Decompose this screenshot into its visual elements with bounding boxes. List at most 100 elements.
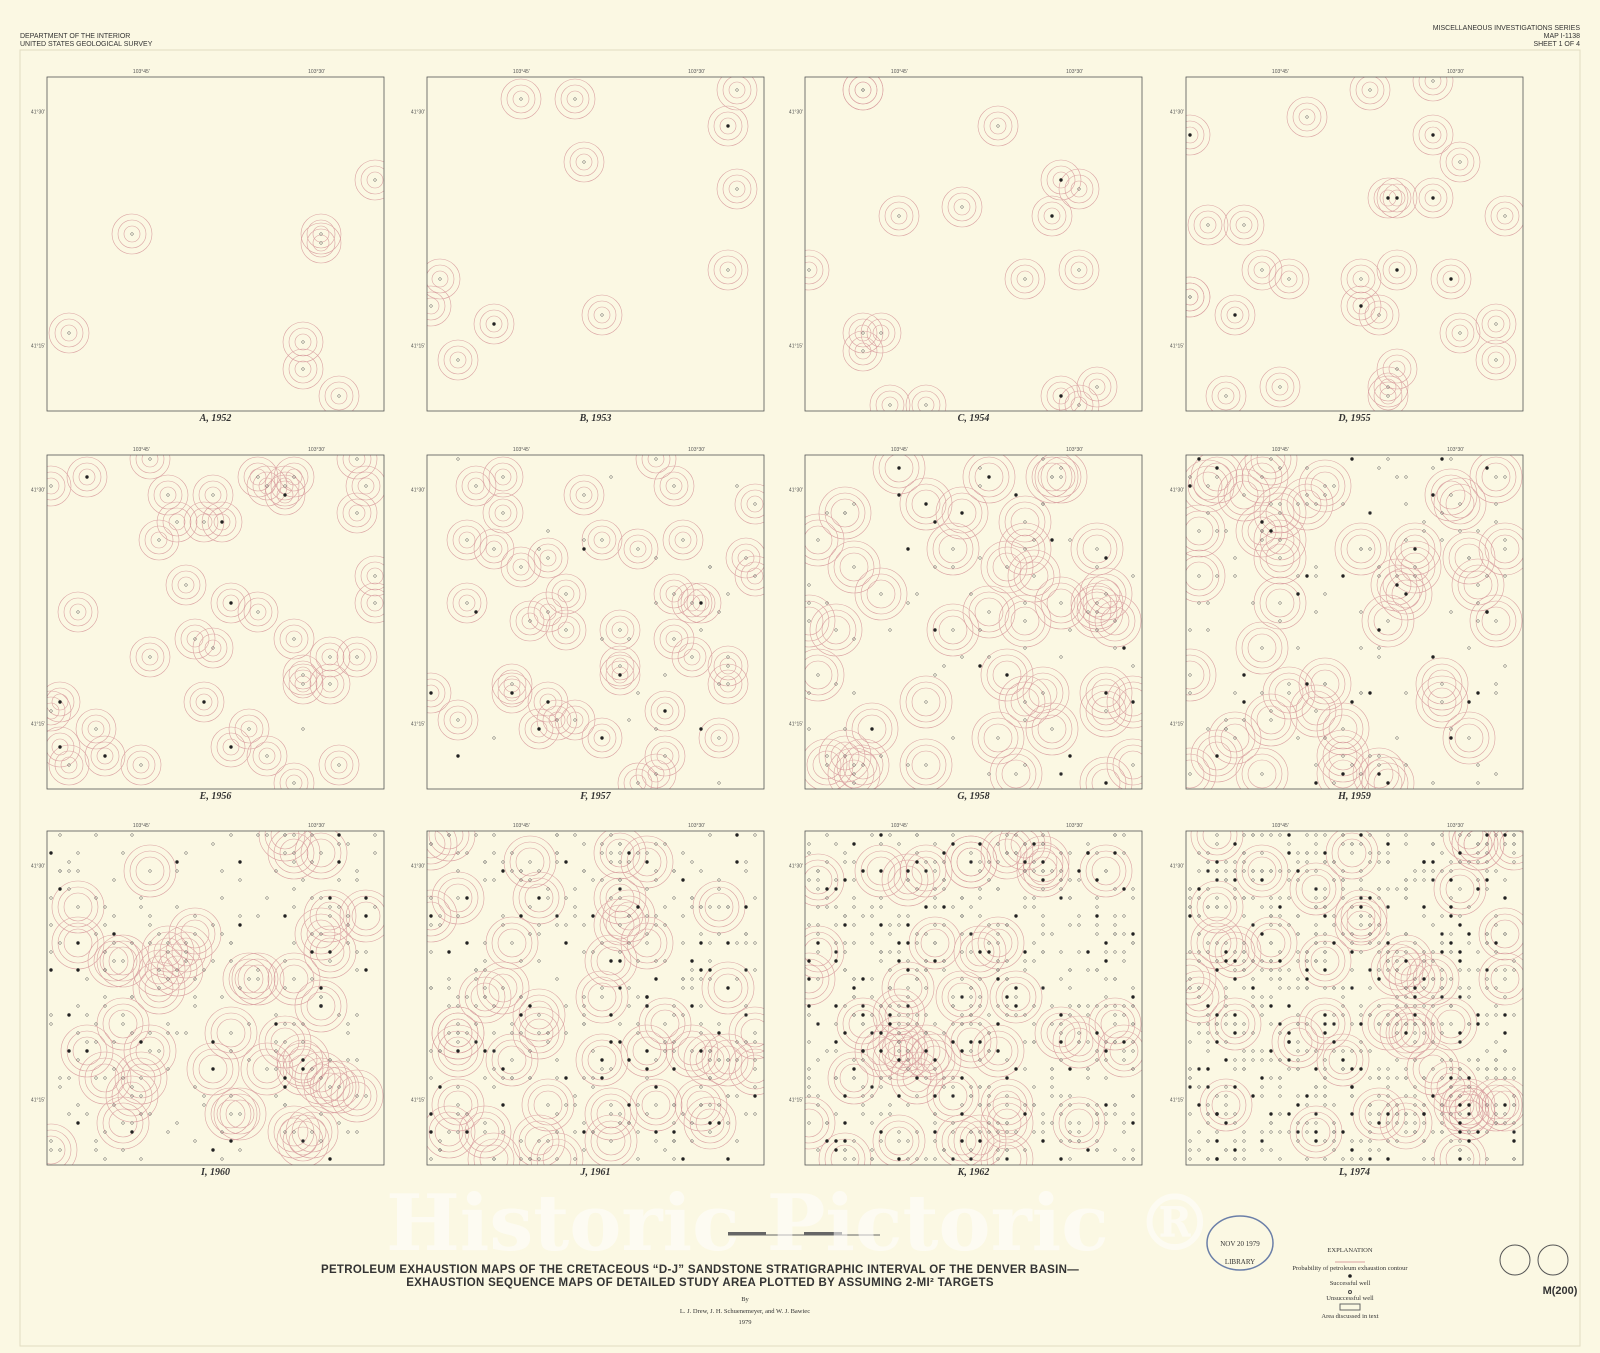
exhaustion-contour <box>965 1126 995 1156</box>
successful-well <box>951 1040 955 1044</box>
unsuccessful-well <box>1485 977 1489 981</box>
unsuccessful-well <box>1332 914 1336 918</box>
unsuccessful-well <box>987 1013 991 1017</box>
exhaustion-contour <box>123 844 177 898</box>
unsuccessful-well <box>1188 772 1192 776</box>
exhaustion-contour <box>1220 723 1250 753</box>
successful-well <box>1278 905 1282 909</box>
exhaustion-contour <box>1451 831 1505 871</box>
exhaustion-contour <box>494 504 512 522</box>
unsuccessful-well <box>942 664 946 668</box>
exhaustion-contour <box>1241 627 1283 669</box>
exhaustion-contour <box>1406 952 1460 1006</box>
unsuccessful-well <box>301 682 305 686</box>
unsuccessful-well <box>319 1112 323 1116</box>
unsuccessful-well <box>888 932 892 936</box>
unsuccessful-well <box>1440 968 1444 972</box>
unsuccessful-well <box>744 1040 748 1044</box>
exhaustion-contour <box>1253 486 1307 540</box>
unsuccessful-well <box>996 968 1000 972</box>
exhaustion-contour <box>1046 588 1076 618</box>
unsuccessful-well <box>825 1049 829 1053</box>
unsuccessful-well <box>546 1103 550 1107</box>
unsuccessful-well <box>1512 851 1516 855</box>
unsuccessful-well <box>1341 842 1345 846</box>
longitude-label: 103°30' <box>1066 69 1083 75</box>
unsuccessful-well <box>301 340 305 344</box>
unsuccessful-well <box>1458 1112 1462 1116</box>
successful-well <box>906 547 910 551</box>
exhaustion-contour <box>1004 600 1046 642</box>
exhaustion-contour <box>1379 378 1397 396</box>
unsuccessful-well <box>915 1022 919 1026</box>
panel-frame <box>804 830 1143 1166</box>
unsuccessful-well <box>49 1148 53 1152</box>
successful-well <box>1233 313 1237 317</box>
unsuccessful-well <box>1350 1022 1354 1026</box>
successful-well <box>942 905 946 909</box>
exhaustion-contour <box>881 396 899 411</box>
successful-well <box>1260 520 1264 524</box>
unsuccessful-well <box>834 941 838 945</box>
exhaustion-contour <box>848 318 878 348</box>
unsuccessful-well <box>1485 986 1489 990</box>
exhaustion-contour <box>264 831 306 856</box>
exhaustion-contour <box>881 853 935 907</box>
successful-well <box>1287 1004 1291 1008</box>
exhaustion-contour <box>1445 147 1475 177</box>
exhaustion-contour <box>833 753 875 789</box>
unsuccessful-well <box>483 878 487 882</box>
unsuccessful-well <box>816 923 820 927</box>
unsuccessful-well <box>1050 1076 1054 1080</box>
unsuccessful-well <box>807 851 811 855</box>
successful-well <box>85 475 89 479</box>
exhaustion-contour <box>602 889 656 943</box>
unsuccessful-well <box>1377 887 1381 891</box>
exhaustion-contour <box>536 1138 578 1165</box>
unsuccessful-well <box>1005 1148 1009 1152</box>
exhaustion-contour <box>249 603 267 621</box>
unsuccessful-well <box>987 1121 991 1125</box>
unsuccessful-well <box>744 932 748 936</box>
exhaustion-contour <box>805 255 824 285</box>
exhaustion-contour <box>548 711 566 729</box>
unsuccessful-well <box>1431 869 1435 873</box>
unsuccessful-well <box>1395 1139 1399 1143</box>
exhaustion-contour <box>1448 717 1490 759</box>
exhaustion-contour <box>258 747 276 765</box>
exhaustion-contour <box>731 543 761 573</box>
unsuccessful-well <box>654 772 658 776</box>
exhaustion-contour <box>683 648 701 666</box>
exhaustion-contour <box>1186 549 1226 603</box>
exhaustion-contour <box>300 832 342 874</box>
unsuccessful-well <box>1350 1094 1354 1098</box>
unsuccessful-well <box>1269 1022 1273 1026</box>
unsuccessful-well <box>1350 986 1354 990</box>
unsuccessful-well <box>537 1031 541 1035</box>
unsuccessful-well <box>1224 1022 1228 1026</box>
unsuccessful-well <box>1449 1004 1453 1008</box>
unsuccessful-well <box>211 959 215 963</box>
panel-content <box>427 831 764 1165</box>
unsuccessful-well <box>852 1076 856 1080</box>
unsuccessful-well <box>1368 1157 1372 1161</box>
unsuccessful-well <box>1233 574 1237 578</box>
successful-well <box>1422 1112 1426 1116</box>
exhaustion-contour <box>1340 895 1382 937</box>
unsuccessful-well <box>1215 869 1219 873</box>
exhaustion-contour <box>887 967 929 1009</box>
panels: 103°45' 103°30'41°30'41°15'A, 1952103°45'… <box>31 69 1524 1178</box>
successful-well <box>699 968 703 972</box>
unsuccessful-well <box>1467 941 1471 945</box>
successful-well <box>1113 851 1117 855</box>
exhaustion-contour <box>96 997 150 1051</box>
successful-well <box>708 1121 712 1125</box>
unsuccessful-well <box>1404 878 1408 882</box>
unsuccessful-well <box>654 1103 658 1107</box>
exhaustion-contour <box>805 865 833 895</box>
exhaustion-contour <box>1376 949 1418 991</box>
unsuccessful-well <box>1296 1022 1300 1026</box>
unsuccessful-well <box>1005 1103 1009 1107</box>
library-stamp: NOV 20 1979 LIBRARY <box>1206 1215 1274 1271</box>
exhaustion-contour <box>258 477 276 495</box>
